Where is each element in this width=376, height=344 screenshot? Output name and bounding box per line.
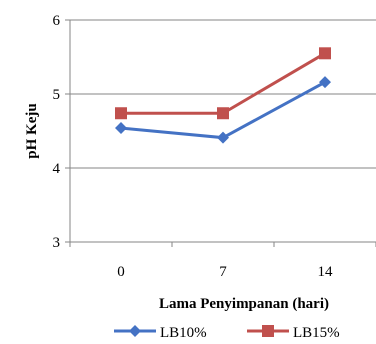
gridlines: [70, 19, 376, 169]
x-tick-label: 7: [219, 264, 227, 280]
legend-label-lb15: LB15%: [293, 325, 340, 341]
series-lines: [115, 47, 331, 144]
y-tick-label: 6: [53, 13, 61, 29]
y-tick-label: 4: [53, 161, 61, 177]
legend-item-lb10: LB10%: [114, 325, 207, 341]
y-tick-labels: 3 4 5 6: [53, 13, 61, 251]
series-line-1: [121, 52, 326, 115]
series-1: [115, 47, 331, 120]
data-point: [319, 47, 331, 60]
y-tick-label: 3: [53, 235, 61, 251]
legend-label-lb10: LB10%: [160, 325, 207, 341]
data-point: [319, 76, 331, 89]
x-tick-labels: 0 7 14: [117, 264, 333, 280]
x-tick-label: 14: [318, 264, 334, 280]
legend-marker-lb10: [129, 325, 141, 337]
legend-marker-lb15: [262, 325, 274, 337]
legend-item-lb15: LB15%: [247, 325, 340, 341]
legend: LB10% LB15%: [114, 325, 340, 341]
data-point: [115, 122, 127, 135]
x-tick-label: 0: [117, 264, 125, 280]
data-point: [217, 131, 229, 144]
x-axis-title: Lama Penyimpanan (hari): [159, 296, 329, 312]
y-tick-label: 5: [53, 87, 61, 103]
data-point: [115, 107, 127, 120]
axes: [65, 19, 376, 247]
y-axis-title: pH Keju: [24, 103, 40, 158]
series-0: [115, 76, 331, 144]
data-point: [217, 107, 229, 120]
